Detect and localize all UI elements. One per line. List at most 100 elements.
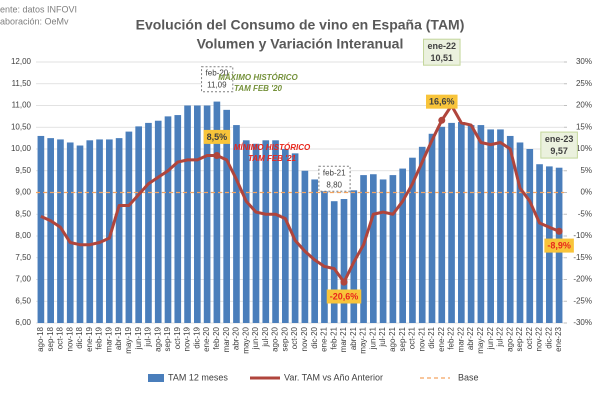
x-tick-label: nov-20 xyxy=(300,326,309,351)
bar-value-label: 10,51 xyxy=(431,53,454,63)
bar xyxy=(76,145,84,323)
bar xyxy=(272,140,279,323)
callout-box xyxy=(423,38,461,66)
x-tick-label: sep-21 xyxy=(398,326,407,351)
y-tick-label: 9,50 xyxy=(15,166,31,175)
bar xyxy=(242,140,250,323)
bar xyxy=(360,175,367,323)
x-tick-label: sep-22 xyxy=(515,326,524,351)
y-tick-label: 11,50 xyxy=(12,79,32,88)
x-tick-label: nov-22 xyxy=(535,326,544,351)
y2-tick-label: -20% xyxy=(573,275,592,284)
y2-tick-label: 5% xyxy=(580,166,592,175)
y2-tick-label: 15% xyxy=(576,122,592,131)
y-tick-label: 6,00 xyxy=(15,318,31,327)
x-tick-label: mar-19 xyxy=(104,326,113,352)
x-tick-label: mar-22 xyxy=(456,326,465,352)
x-tick-label: ago-21 xyxy=(388,326,397,351)
label-box xyxy=(426,94,458,109)
legend-label: Base xyxy=(458,372,479,382)
callout-box xyxy=(540,131,578,159)
label-box xyxy=(203,129,231,144)
line-series xyxy=(40,104,560,284)
line-value-label: 16,6% xyxy=(429,97,455,107)
x-tick-label: ene-23 xyxy=(554,326,563,351)
y2-tick-label: 20% xyxy=(576,101,592,110)
x-tick-label: nov-21 xyxy=(417,326,426,351)
line-value-label: -20,6% xyxy=(330,291,359,301)
legend-swatch xyxy=(148,374,164,382)
line-value-label: -8,9% xyxy=(547,241,571,251)
bar xyxy=(47,138,54,323)
x-tick-label: mar-20 xyxy=(222,326,231,352)
x-tick-label: oct-18 xyxy=(56,326,65,349)
bar xyxy=(428,133,436,323)
bar xyxy=(409,157,416,323)
callout-box xyxy=(318,165,351,192)
y-tick-label: 11,00 xyxy=(12,101,32,110)
x-tick-label: dic-22 xyxy=(544,326,553,348)
x-tick-label: dic-20 xyxy=(310,326,319,348)
line-value-label: 8,5% xyxy=(207,132,228,142)
y2-tick-label: 10% xyxy=(576,144,592,153)
x-tick-label: jul-19 xyxy=(144,326,153,347)
y2-tick-label: -10% xyxy=(573,231,592,240)
bar-value-label: 8,80 xyxy=(326,180,342,189)
bar xyxy=(321,185,328,323)
y-tick-label: 12,00 xyxy=(11,57,32,66)
x-tick-label: feb-19 xyxy=(95,326,104,349)
bar xyxy=(340,199,348,323)
x-tick-label: may-19 xyxy=(124,326,133,353)
bar xyxy=(301,170,309,323)
x-tick-label: may-22 xyxy=(476,326,485,353)
bar xyxy=(536,164,543,323)
y2-tick-label: 0% xyxy=(580,188,592,197)
x-tick-label: may-20 xyxy=(241,326,250,353)
bar xyxy=(194,105,201,323)
callout-category: ene-23 xyxy=(545,134,574,144)
y2-tick-label: -30% xyxy=(573,318,592,327)
x-tick-label: oct-22 xyxy=(525,326,534,349)
y-tick-label: 10,00 xyxy=(11,144,32,153)
y-tick-label: 7,50 xyxy=(15,253,31,262)
bar xyxy=(66,142,74,323)
y2-tick-label: 30% xyxy=(576,57,592,66)
bar xyxy=(379,179,387,323)
callout-category: ene-22 xyxy=(428,41,457,51)
bar xyxy=(370,174,377,323)
x-tick-label: jul-20 xyxy=(261,326,270,347)
x-tick-label: jun-22 xyxy=(486,326,495,350)
bar xyxy=(135,126,142,323)
x-tick-label: ago-19 xyxy=(153,326,162,351)
y2-tick-label: -5% xyxy=(578,209,592,218)
x-tick-label: ene-20 xyxy=(202,326,211,351)
annotation: TAM FEB '20 xyxy=(234,84,283,93)
legend-label: TAM 12 meses xyxy=(168,372,228,382)
bar xyxy=(164,116,172,323)
x-tick-label: ene-21 xyxy=(320,326,329,351)
callout-category: feb-21 xyxy=(323,168,346,177)
x-tick-label: ago-18 xyxy=(36,326,45,351)
bar xyxy=(233,125,240,323)
x-tick-label: ene-19 xyxy=(85,326,94,351)
y-tick-label: 6,50 xyxy=(15,296,31,305)
x-tick-label: ene-22 xyxy=(437,326,446,351)
bar xyxy=(458,122,465,323)
x-tick-label: ago-22 xyxy=(505,326,514,351)
bar xyxy=(389,175,397,323)
x-tick-label: dic-19 xyxy=(192,326,201,348)
bar-value-label: 9,57 xyxy=(550,146,568,156)
x-tick-label: abr-20 xyxy=(232,326,241,350)
y-tick-label: 8,00 xyxy=(15,231,31,240)
x-tick-label: jul-21 xyxy=(378,326,387,347)
x-tick-label: may-21 xyxy=(359,326,368,353)
x-tick-label: nov-19 xyxy=(183,326,192,351)
bar xyxy=(526,149,534,323)
bar xyxy=(57,139,64,323)
x-tick-label: jun-21 xyxy=(368,326,377,350)
bar-value-label: 11,09 xyxy=(207,81,227,90)
line-marker xyxy=(213,152,221,160)
y-tick-label: 10,50 xyxy=(11,122,32,131)
bar xyxy=(37,135,45,323)
